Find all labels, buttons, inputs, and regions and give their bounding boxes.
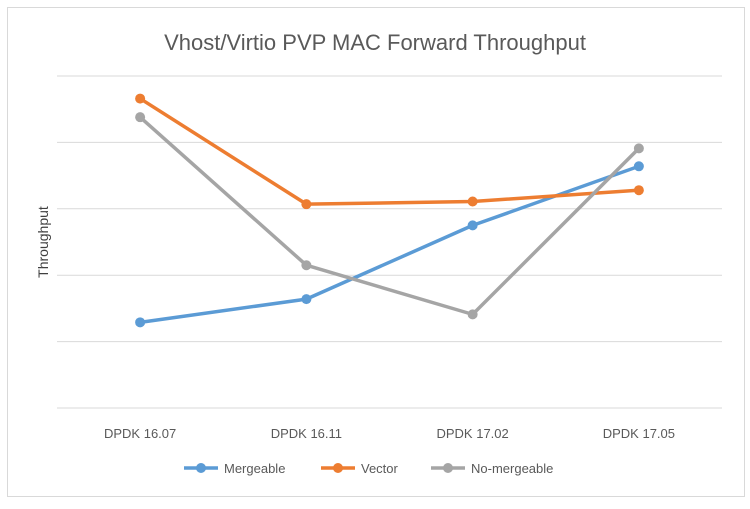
x-tick-label: DPDK 17.05 <box>603 426 675 441</box>
data-point <box>301 260 312 271</box>
series-line-no-mergeable <box>138 115 641 317</box>
legend-label: Mergeable <box>224 461 285 476</box>
x-tick-label: DPDK 16.11 <box>271 426 342 441</box>
legend-marker <box>333 463 343 473</box>
data-point <box>467 220 478 231</box>
data-point <box>467 309 478 320</box>
legend-marker <box>443 463 453 473</box>
data-point <box>301 294 312 305</box>
data-point <box>633 185 644 196</box>
series-line-mergeable <box>139 164 640 325</box>
legend-label: No-mergeable <box>471 461 553 476</box>
data-point <box>135 93 146 104</box>
y-axis-label: Throughput <box>35 206 51 278</box>
chart-frame <box>7 7 745 497</box>
legend-marker <box>196 463 206 473</box>
data-point <box>135 112 146 123</box>
x-tick-label: DPDK 17.02 <box>436 426 508 441</box>
data-point <box>301 199 312 210</box>
data-point <box>633 143 644 154</box>
data-point <box>467 196 478 207</box>
data-point <box>633 161 644 172</box>
chart-title: Vhost/Virtio PVP MAC Forward Throughput <box>164 30 586 55</box>
data-point <box>135 317 146 328</box>
series-line-vector <box>139 97 639 206</box>
legend-label: Vector <box>361 461 399 476</box>
x-tick-label: DPDK 16.07 <box>104 426 176 441</box>
